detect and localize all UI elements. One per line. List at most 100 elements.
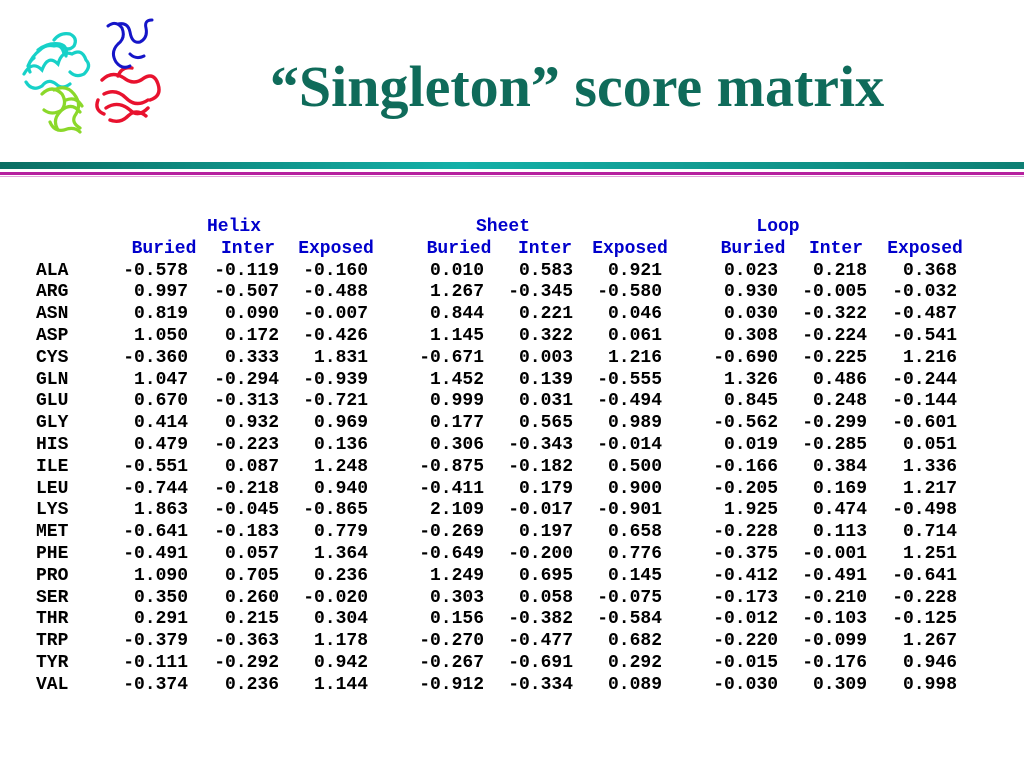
score-cell: 0.776 <box>607 543 662 564</box>
score-cell: -0.173 <box>713 587 778 608</box>
amino-acid-label: TRP <box>36 631 69 652</box>
score-cell: 0.197 <box>518 522 573 543</box>
score-cell: 0.322 <box>518 325 573 346</box>
score-cell: 0.658 <box>607 522 662 543</box>
score-cell: -0.649 <box>419 543 484 564</box>
score-matrix-table: Helix Sheet Loop Buried Inter Exposed Buried In… <box>0 217 1024 697</box>
amino-acid-label: VAL <box>36 674 69 695</box>
score-cell: 0.292 <box>607 652 662 673</box>
score-cell: 1.831 <box>313 347 368 368</box>
score-cell: 1.216 <box>902 347 957 368</box>
score-cell: 1.144 <box>313 674 368 695</box>
score-cell: -0.119 <box>214 260 279 281</box>
score-cell: 0.136 <box>313 434 368 455</box>
score-cell: 0.046 <box>607 304 662 325</box>
score-cell: -0.228 <box>713 522 778 543</box>
score-cell: 0.583 <box>518 260 573 281</box>
score-cell: 0.169 <box>812 478 867 499</box>
score-cell: 0.845 <box>723 391 778 412</box>
score-cell: -0.601 <box>892 413 957 434</box>
score-cell: 0.145 <box>607 565 662 586</box>
table-row: THR 0.291 0.215 0.304 0.156 -0.382 -0.584 -0.01… <box>0 609 1024 631</box>
score-cell: 1.267 <box>429 282 484 303</box>
column-header-sheet-exposed: Exposed <box>592 238 668 259</box>
score-cell: -0.030 <box>713 674 778 695</box>
group-header-loop: Loop <box>756 217 800 237</box>
amino-acid-label: TYR <box>36 652 69 673</box>
score-cell: -0.690 <box>713 347 778 368</box>
score-cell: 1.178 <box>313 631 368 652</box>
score-cell: -0.334 <box>508 674 573 695</box>
table-row: MET -0.641 -0.183 0.779 -0.269 0.197 0.658 -0.2… <box>0 522 1024 544</box>
table-row: ALA -0.578 -0.119 -0.160 0.010 0.583 0.921 0.02… <box>0 261 1024 283</box>
column-header-helix-exposed: Exposed <box>298 238 374 259</box>
amino-acid-label: MET <box>36 522 69 543</box>
score-cell: 1.050 <box>133 325 188 346</box>
score-cell: 0.031 <box>518 391 573 412</box>
score-cell: 0.089 <box>607 674 662 695</box>
score-cell: 0.260 <box>224 587 279 608</box>
table-row: TYR -0.111 -0.292 0.942 -0.267 -0.691 0.292 -0.… <box>0 653 1024 675</box>
score-cell: 1.248 <box>313 456 368 477</box>
amino-acid-label: ALA <box>36 260 69 281</box>
amino-acid-label: ASN <box>36 304 69 325</box>
score-cell: -0.360 <box>123 347 188 368</box>
table-row: GLY 0.414 0.932 0.969 0.177 0.565 0.989 -0.562 -… <box>0 413 1024 435</box>
score-cell: 0.308 <box>723 325 778 346</box>
score-cell: 0.236 <box>224 674 279 695</box>
score-cell: 0.921 <box>607 260 662 281</box>
score-cell: 0.942 <box>313 652 368 673</box>
score-cell: -0.200 <box>508 543 573 564</box>
score-cell: -0.267 <box>419 652 484 673</box>
score-cell: -0.578 <box>123 260 188 281</box>
score-cell: -0.225 <box>802 347 867 368</box>
table-row: LEU -0.744 -0.218 0.940 -0.411 0.179 0.900 -0.2… <box>0 479 1024 501</box>
column-header-sheet-buried: Buried <box>426 238 492 259</box>
score-cell: 1.216 <box>607 347 662 368</box>
score-cell: 1.326 <box>723 369 778 390</box>
column-header-row: Buried Inter Exposed Buried Inter Exposed Buri… <box>0 239 1024 261</box>
score-cell: 0.172 <box>224 325 279 346</box>
table-row: PHE -0.491 0.057 1.364 -0.649 -0.200 0.776 -0.3… <box>0 544 1024 566</box>
score-cell: 0.946 <box>902 652 957 673</box>
score-cell: 0.999 <box>429 391 484 412</box>
table-row: ASP 1.050 0.172 -0.426 1.145 0.322 0.061 0.308 -… <box>0 326 1024 348</box>
score-cell: -0.075 <box>597 587 662 608</box>
score-cell: 0.969 <box>313 413 368 434</box>
score-cell: -0.007 <box>303 304 368 325</box>
score-cell: 0.997 <box>133 282 188 303</box>
score-cell: 0.177 <box>429 413 484 434</box>
score-cell: -0.379 <box>123 631 188 652</box>
score-cell: 1.364 <box>313 543 368 564</box>
score-cell: 0.215 <box>224 609 279 630</box>
amino-acid-label: GLY <box>36 413 69 434</box>
amino-acid-label: SER <box>36 587 69 608</box>
score-cell: -0.691 <box>508 652 573 673</box>
score-cell: -0.507 <box>214 282 279 303</box>
score-cell: -0.494 <box>597 391 662 412</box>
score-cell: -0.374 <box>123 674 188 695</box>
column-header-loop-buried: Buried <box>720 238 786 259</box>
score-cell: 0.844 <box>429 304 484 325</box>
score-cell: -0.299 <box>802 413 867 434</box>
score-cell: -0.541 <box>892 325 957 346</box>
group-header-row: Helix Sheet Loop <box>0 217 1024 239</box>
score-cell: 0.218 <box>812 260 867 281</box>
score-cell: -0.363 <box>214 631 279 652</box>
score-cell: -0.313 <box>214 391 279 412</box>
score-cell: -0.099 <box>802 631 867 652</box>
score-cell: -0.285 <box>802 434 867 455</box>
score-cell: 0.998 <box>902 674 957 695</box>
table-row: ILE -0.551 0.087 1.248 -0.875 -0.182 0.500 -0.1… <box>0 457 1024 479</box>
score-cell: -0.032 <box>892 282 957 303</box>
table-row: SER 0.350 0.260 -0.020 0.303 0.058 -0.075 -0.17… <box>0 588 1024 610</box>
score-cell: 0.714 <box>902 522 957 543</box>
score-cell: 0.940 <box>313 478 368 499</box>
score-cell: -0.901 <box>597 500 662 521</box>
score-cell: 1.145 <box>429 325 484 346</box>
score-cell: -0.183 <box>214 522 279 543</box>
score-cell: 0.479 <box>133 434 188 455</box>
score-cell: -0.382 <box>508 609 573 630</box>
score-cell: -0.020 <box>303 587 368 608</box>
score-cell: 0.930 <box>723 282 778 303</box>
